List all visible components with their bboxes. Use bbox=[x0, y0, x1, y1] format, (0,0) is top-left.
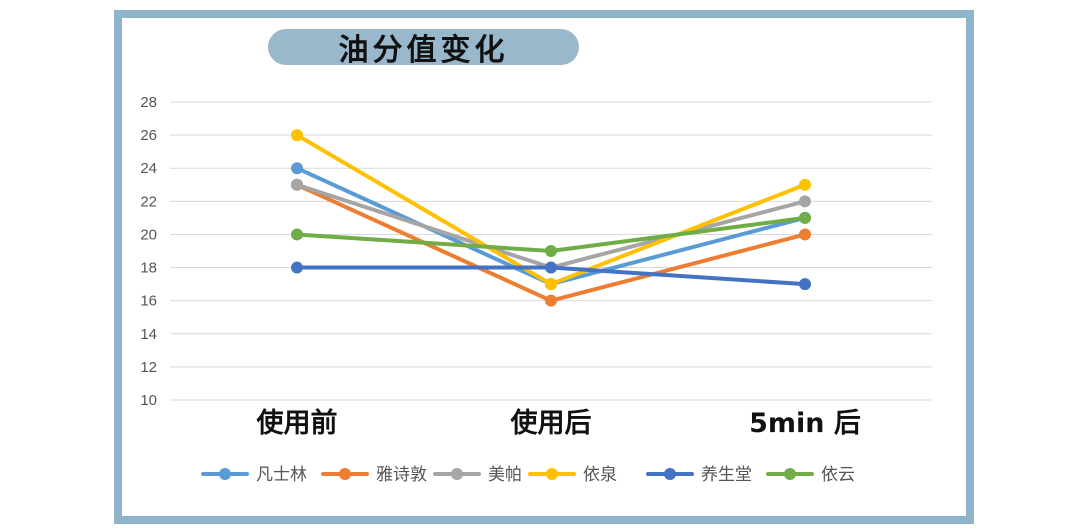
legend-item: 凡士林 bbox=[201, 465, 307, 485]
x-category-label: 使用前 bbox=[256, 407, 338, 439]
chart-title: 油分值变化 bbox=[268, 29, 579, 68]
legend-label: 依云 bbox=[821, 465, 855, 485]
series-3 bbox=[291, 129, 811, 291]
data-point bbox=[291, 178, 303, 191]
legend-marker bbox=[219, 468, 231, 480]
y-axis-ticks: 10 12 14 16 18 20 22 24 26 28 bbox=[140, 94, 157, 409]
legend-label: 依泉 bbox=[583, 465, 617, 485]
legend-item: 养生堂 bbox=[646, 465, 752, 485]
y-tick-label: 14 bbox=[140, 326, 157, 343]
y-tick-label: 10 bbox=[140, 392, 157, 409]
legend-marker bbox=[451, 468, 463, 480]
data-point bbox=[291, 162, 303, 175]
data-point bbox=[799, 178, 811, 191]
data-point bbox=[291, 129, 303, 142]
series-lines bbox=[291, 129, 811, 307]
x-axis-categories: 使用前 使用后 5min 后 bbox=[256, 407, 861, 439]
x-category-label: 5min 后 bbox=[749, 408, 861, 439]
y-tick-label: 26 bbox=[140, 127, 157, 144]
series-4 bbox=[291, 261, 811, 291]
legend-marker bbox=[784, 468, 796, 480]
legend-marker bbox=[546, 468, 558, 480]
legend: 凡士林 雅诗敦 美帕 依泉 养生堂 依云 bbox=[201, 465, 855, 485]
series-5 bbox=[291, 211, 811, 257]
legend-item: 依云 bbox=[766, 465, 855, 485]
legend-label: 美帕 bbox=[488, 465, 522, 485]
legend-item: 依泉 bbox=[528, 465, 617, 485]
x-category-label: 使用后 bbox=[510, 408, 592, 439]
data-point bbox=[799, 195, 811, 208]
y-tick-label: 28 bbox=[140, 94, 157, 111]
data-point bbox=[545, 294, 557, 307]
y-tick-label: 22 bbox=[140, 193, 157, 210]
y-tick-label: 16 bbox=[140, 293, 157, 310]
legend-item: 美帕 bbox=[433, 465, 522, 485]
legend-label: 养生堂 bbox=[701, 465, 752, 485]
legend-marker bbox=[664, 468, 676, 480]
y-tick-label: 12 bbox=[140, 359, 157, 376]
y-tick-label: 20 bbox=[140, 226, 157, 243]
data-point bbox=[291, 228, 303, 241]
legend-marker bbox=[339, 468, 351, 480]
y-tick-label: 18 bbox=[140, 260, 157, 277]
data-point bbox=[799, 211, 811, 224]
y-tick-label: 24 bbox=[140, 160, 157, 177]
data-point bbox=[799, 278, 811, 291]
data-point bbox=[545, 278, 557, 291]
legend-item: 雅诗敦 bbox=[321, 465, 427, 485]
data-point bbox=[545, 245, 557, 257]
legend-label: 雅诗敦 bbox=[376, 465, 427, 485]
data-point bbox=[291, 261, 303, 274]
data-point bbox=[545, 261, 557, 274]
legend-label: 凡士林 bbox=[256, 465, 307, 485]
data-point bbox=[799, 228, 811, 241]
